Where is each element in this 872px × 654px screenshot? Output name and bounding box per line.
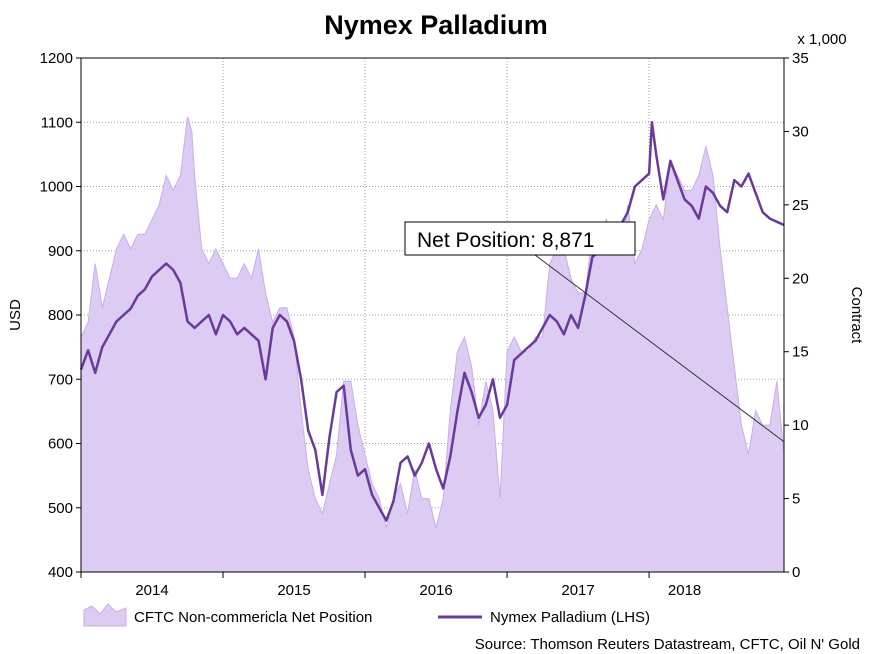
line-layer [79,121,785,522]
y-tick-label: 900 [48,243,73,260]
annotation-box [404,221,636,256]
y-tick-label: 500 [48,500,73,517]
annotation-leader-line [534,254,785,443]
y-tick-label: 800 [48,307,73,324]
palladium-price-line [79,121,785,522]
y-axis-ticks: 400 500 600 700 800 900 1000 1100 1200 [40,50,81,581]
legend-label-net-position: CFTC Non-commericla Net Position [134,609,372,626]
x-tick-label: 2017 [561,582,594,599]
y-tick-label: 1100 [41,114,73,131]
x-axis-ticks: 2014 2015 2016 2017 2018 [80,572,701,599]
y2-tick-label: 25 [792,197,809,214]
y-tick-label: 700 [48,371,73,388]
annotation: Net Position: 8,871 [404,221,785,443]
source-note: Source: Thomson Reuters Datastream, CFTC… [475,636,860,653]
y2-tick-label: 10 [792,417,809,434]
x-tick-label: 2016 [419,582,452,599]
y-axis-label: USD [7,299,24,331]
x-tick-label: 2018 [668,582,701,599]
legend: CFTC Non-commericla Net Position Nymex P… [83,603,650,627]
y2-tick-label: 20 [792,270,809,287]
y2-tick-label: 15 [792,344,809,361]
y-tick-label: 400 [48,564,73,581]
y2-multiplier-label: x 1,000 [797,31,846,48]
x-tick-label: 2015 [277,582,310,599]
annotation-text: Net Position: 8,871 [417,229,594,252]
y-tick-label: 600 [48,436,73,453]
y-tick-label: 1200 [40,50,73,67]
y2-tick-label: 0 [792,564,800,581]
legend-label-palladium: Nymex Palladium (LHS) [490,609,650,626]
y2-axis-label: Contract [848,287,865,345]
chart-title: Nymex Palladium [324,10,548,40]
y2-tick-label: 30 [792,123,809,140]
legend-swatch-area [83,603,127,627]
y2-tick-label: 35 [792,50,809,67]
y-tick-label: 1000 [40,179,73,196]
y2-tick-label: 5 [792,491,800,508]
y2-axis-ticks: 0 5 10 15 20 25 30 35 [784,50,809,581]
x-tick-label: 2014 [135,582,168,599]
